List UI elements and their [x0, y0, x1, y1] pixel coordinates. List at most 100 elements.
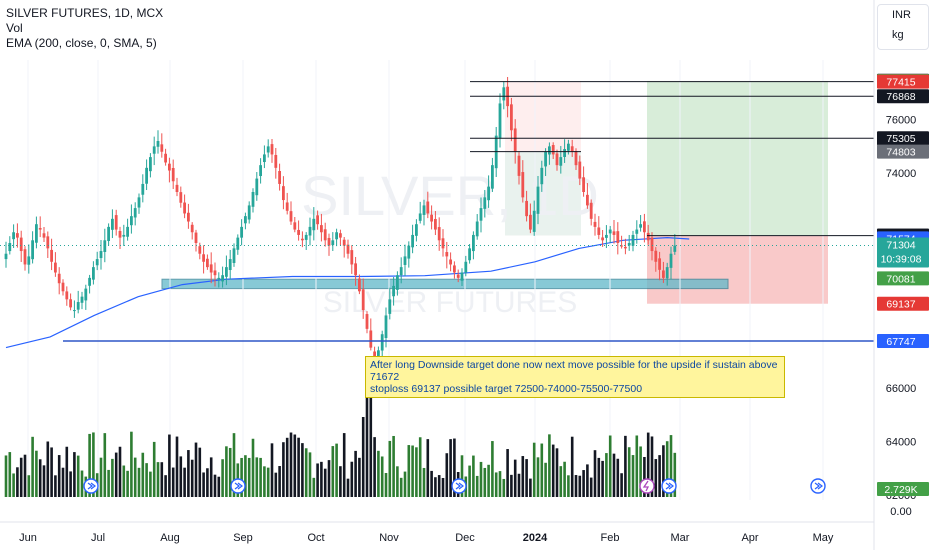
candle-body[interactable]	[282, 186, 285, 201]
candle-body[interactable]	[194, 232, 198, 243]
candle-body[interactable]	[183, 202, 186, 214]
candle-body[interactable]	[650, 237, 654, 252]
candle-body[interactable]	[274, 154, 278, 168]
candle-body[interactable]	[304, 234, 308, 240]
symbol-title[interactable]: SILVER FUTURES, 1D, MCX	[6, 6, 164, 20]
candle-body[interactable]	[270, 144, 274, 155]
candle-body[interactable]	[232, 248, 236, 264]
candle-body[interactable]	[403, 256, 407, 265]
candle-body[interactable]	[19, 237, 23, 252]
candle-body[interactable]	[35, 224, 38, 243]
candle-body[interactable]	[616, 231, 620, 243]
candle-body[interactable]	[103, 240, 107, 252]
candle-body[interactable]	[475, 221, 479, 237]
candle-body[interactable]	[369, 330, 373, 348]
candle-body[interactable]	[225, 267, 228, 277]
candle-body[interactable]	[627, 242, 631, 246]
candle-body[interactable]	[380, 334, 384, 351]
stop-loss-zone[interactable]	[647, 235, 828, 304]
candle-body[interactable]	[118, 231, 122, 238]
currency-label[interactable]: INR	[892, 9, 911, 21]
candle-body[interactable]	[171, 167, 175, 182]
candle-body[interactable]	[38, 228, 42, 230]
candle-body[interactable]	[415, 224, 418, 236]
candle-body[interactable]	[130, 216, 133, 226]
candle-body[interactable]	[278, 171, 281, 184]
candle-body[interactable]	[179, 192, 183, 203]
candle-body[interactable]	[548, 146, 551, 155]
candle-body[interactable]	[149, 157, 152, 172]
candle-body[interactable]	[555, 153, 559, 166]
candle-body[interactable]	[312, 218, 316, 231]
ema-indicator-label[interactable]: EMA (200, close, 0, SMA, 5)	[6, 36, 157, 50]
candle-body[interactable]	[202, 254, 205, 262]
candle-body[interactable]	[662, 270, 665, 278]
target-zone[interactable]	[647, 80, 828, 236]
candle-body[interactable]	[145, 167, 148, 184]
unit-label[interactable]: kg	[892, 29, 904, 41]
candle-body[interactable]	[464, 261, 468, 273]
candle-body[interactable]	[236, 237, 240, 250]
candle-body[interactable]	[597, 227, 601, 235]
candle-body[interactable]	[23, 249, 27, 265]
candle-body[interactable]	[251, 191, 255, 207]
candle-body[interactable]	[525, 200, 528, 217]
candle-body[interactable]	[339, 233, 342, 238]
candle-body[interactable]	[673, 245, 677, 252]
candle-body[interactable]	[255, 178, 259, 196]
candle-body[interactable]	[434, 218, 437, 230]
candle-body[interactable]	[350, 250, 354, 265]
candle-body[interactable]	[206, 258, 209, 268]
candle-body[interactable]	[654, 250, 658, 262]
candle-body[interactable]	[122, 234, 126, 237]
candle-body[interactable]	[605, 234, 608, 238]
ema-200-line[interactable]	[5, 236, 690, 349]
candle-body[interactable]	[361, 289, 365, 311]
candle-body[interactable]	[107, 226, 110, 242]
candle-body[interactable]	[266, 146, 270, 153]
candle-body[interactable]	[388, 299, 392, 314]
candle-body[interactable]	[293, 222, 297, 230]
candle-body[interactable]	[578, 161, 582, 179]
candle-body[interactable]	[114, 215, 118, 230]
candle-body[interactable]	[152, 146, 156, 154]
candle-body[interactable]	[453, 265, 456, 273]
candle-body[interactable]	[320, 225, 323, 233]
candle-body[interactable]	[521, 172, 525, 198]
candle-body[interactable]	[308, 226, 312, 236]
candle-body[interactable]	[658, 258, 661, 270]
candle-body[interactable]	[665, 267, 669, 279]
candle-body[interactable]	[624, 246, 627, 249]
candle-body[interactable]	[517, 155, 521, 176]
candle-body[interactable]	[582, 177, 585, 192]
candle-body[interactable]	[80, 296, 84, 303]
candle-body[interactable]	[399, 267, 403, 276]
candle-body[interactable]	[327, 237, 331, 246]
candle-body[interactable]	[301, 238, 304, 241]
candle-body[interactable]	[563, 149, 566, 157]
candle-body[interactable]	[31, 240, 34, 260]
candle-body[interactable]	[468, 248, 471, 261]
candle-body[interactable]	[342, 239, 346, 246]
candle-body[interactable]	[612, 231, 616, 235]
candle-body[interactable]	[635, 229, 639, 234]
candle-body[interactable]	[259, 165, 262, 177]
candle-body[interactable]	[297, 229, 300, 235]
candle-body[interactable]	[244, 216, 247, 224]
candle-body[interactable]	[472, 234, 475, 252]
candle-body[interactable]	[8, 242, 12, 252]
candle-body[interactable]	[228, 259, 232, 271]
candle-body[interactable]	[160, 144, 164, 152]
candle-body[interactable]	[396, 275, 399, 290]
candle-body[interactable]	[331, 240, 335, 246]
candle-body[interactable]	[392, 285, 395, 297]
candle-body[interactable]	[358, 278, 361, 292]
candle-body[interactable]	[449, 259, 452, 265]
candle-body[interactable]	[510, 104, 513, 131]
candle-body[interactable]	[187, 212, 190, 222]
candle-body[interactable]	[593, 221, 597, 227]
candle-body[interactable]	[99, 251, 103, 259]
candle-body[interactable]	[263, 154, 266, 163]
candle-body[interactable]	[50, 249, 53, 262]
candle-body[interactable]	[491, 165, 494, 189]
